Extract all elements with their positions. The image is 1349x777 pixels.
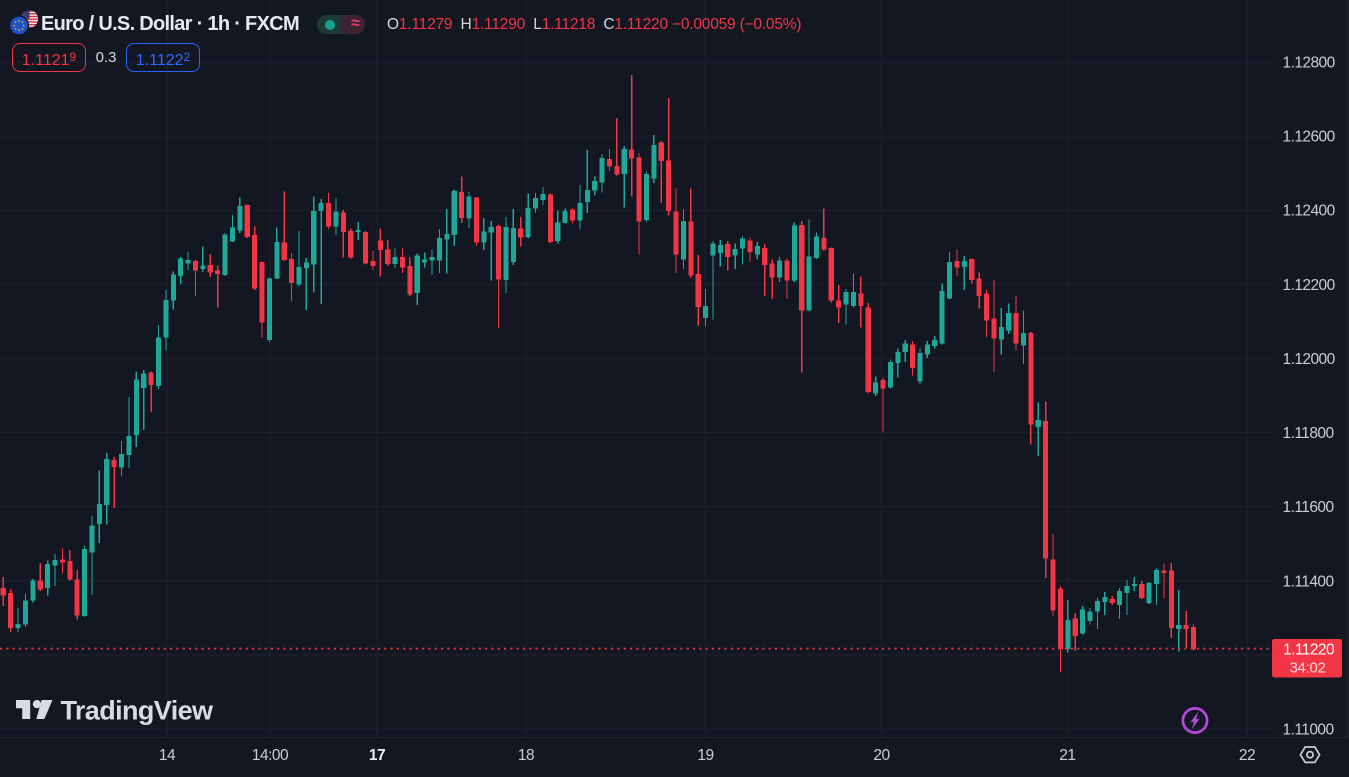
svg-text:1.11800: 1.11800 bbox=[1283, 425, 1335, 442]
svg-text:1.12400: 1.12400 bbox=[1283, 203, 1336, 220]
svg-text:34:02: 34:02 bbox=[1290, 660, 1326, 677]
svg-text:1.11400: 1.11400 bbox=[1283, 573, 1335, 590]
svg-text:TradingView: TradingView bbox=[61, 696, 215, 726]
svg-text:1.11220: 1.11220 bbox=[1283, 642, 1335, 659]
svg-text:1.12000: 1.12000 bbox=[1283, 351, 1336, 368]
svg-text:22: 22 bbox=[1239, 747, 1255, 764]
svg-text:20: 20 bbox=[873, 747, 890, 764]
svg-text:1.12800: 1.12800 bbox=[1283, 55, 1336, 72]
svg-text:21: 21 bbox=[1059, 747, 1075, 764]
svg-text:14:00: 14:00 bbox=[252, 747, 289, 764]
svg-text:19: 19 bbox=[697, 747, 713, 764]
svg-text:1.11000: 1.11000 bbox=[1283, 722, 1335, 739]
svg-text:17: 17 bbox=[369, 747, 385, 764]
svg-text:18: 18 bbox=[518, 747, 534, 764]
svg-text:14: 14 bbox=[159, 747, 176, 764]
svg-text:1.11600: 1.11600 bbox=[1283, 499, 1335, 516]
svg-text:1.12600: 1.12600 bbox=[1283, 129, 1336, 146]
svg-text:1.12200: 1.12200 bbox=[1283, 277, 1336, 294]
